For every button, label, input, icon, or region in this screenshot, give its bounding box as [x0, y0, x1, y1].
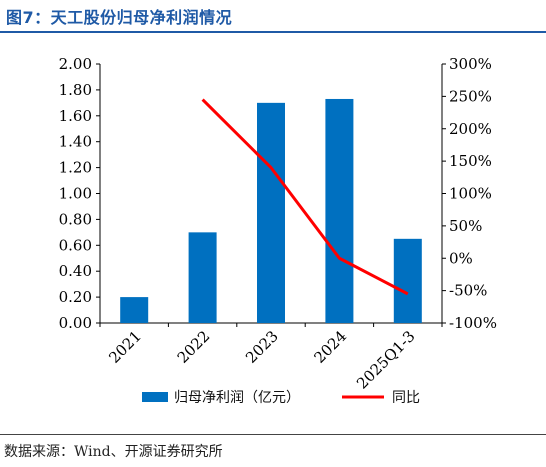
right-axis: -100% -50% 0% 50% 100% 150% 200% 250% 300%: [441, 55, 497, 332]
right-tick-label: -100%: [449, 314, 497, 332]
x-tick-label: 2024: [310, 327, 350, 367]
bar-2022: [188, 232, 217, 323]
x-tick-label: 2022: [174, 327, 214, 367]
left-tick-label: 1.20: [59, 159, 92, 177]
left-tick-label: 0.80: [59, 210, 92, 228]
right-tick-label: -50%: [449, 282, 487, 300]
x-tick-label: 2021: [105, 327, 145, 367]
right-tick-label: 300%: [449, 55, 492, 73]
title-rule: [0, 31, 546, 33]
left-tick-label: 0.60: [59, 236, 92, 254]
bar-series: [120, 98, 422, 323]
right-tick-label: 100%: [449, 185, 492, 203]
bar-2024: [325, 98, 354, 323]
left-tick-label: 2.00: [59, 55, 92, 73]
legend-swatch-bar: [142, 392, 168, 402]
x-tick-label: 2025Q1-3: [353, 327, 419, 393]
legend: 归母净利润（亿元） 同比: [142, 389, 420, 406]
left-tick-label: 1.80: [59, 81, 92, 99]
left-tick-label: 1.60: [59, 107, 92, 125]
x-tick-label: 2023: [242, 327, 282, 367]
right-tick-label: 250%: [449, 87, 492, 105]
right-tick-label: 150%: [449, 152, 492, 170]
source-note: 数据来源：Wind、开源证券研究所: [4, 444, 223, 460]
bar-2025Q1-3: [393, 238, 422, 323]
source-rule: [0, 434, 546, 435]
left-axis: 0.00 0.20 0.40 0.60 0.80 1.00 1.20 1.40 1.60 1.80…: [59, 55, 443, 332]
yoy-line: [201, 98, 409, 296]
left-tick-label: 0.20: [59, 288, 92, 306]
chart: 0.00 0.20 0.40 0.60 0.80 1.00 1.20 1.40 1.60 1.80…: [59, 55, 497, 406]
left-tick-label: 1.40: [59, 133, 92, 151]
bar-2021: [120, 297, 149, 323]
x-axis-labels: 2021 2022 2023 2024 2025Q1-3: [105, 327, 418, 393]
left-tick-label: 0.40: [59, 262, 92, 280]
legend-label-line: 同比: [392, 390, 420, 406]
right-tick-label: 0%: [449, 249, 473, 267]
legend-label-bar: 归母净利润（亿元）: [174, 389, 300, 406]
figure-title: 图7：天工股份归母净利润情况: [6, 8, 233, 27]
left-tick-label: 0.00: [59, 314, 92, 332]
line-series: [201, 98, 409, 296]
left-tick-label: 1.00: [59, 185, 92, 203]
bar-2023: [257, 102, 285, 323]
right-tick-label: 200%: [449, 120, 492, 138]
right-tick-label: 50%: [449, 217, 482, 235]
